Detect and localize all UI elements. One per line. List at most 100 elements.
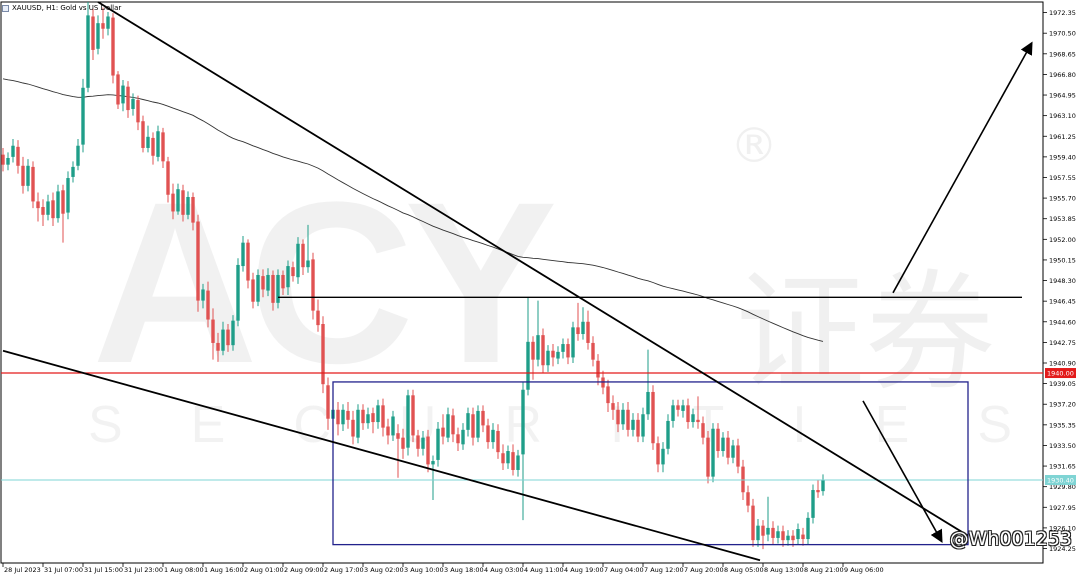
candle-down — [316, 310, 320, 326]
candle-down — [396, 433, 400, 439]
y-tick-label: 1939.05 — [1049, 380, 1076, 388]
candle-down — [136, 100, 140, 123]
candle-down — [16, 146, 20, 166]
candle-up — [76, 145, 80, 166]
bullish-arrow[interactable] — [892, 41, 1033, 294]
candle-up — [796, 529, 800, 540]
chart-symbol-icon — [2, 4, 9, 12]
candle-down — [51, 200, 55, 219]
candle-down — [656, 443, 660, 465]
y-tick-label: 1942.75 — [1049, 339, 1076, 347]
candle-down — [301, 243, 305, 268]
candle-up — [286, 266, 290, 288]
descending-trendline-lower[interactable] — [2, 349, 761, 562]
candle-down — [36, 201, 40, 209]
candle-down — [746, 492, 750, 506]
candle-down — [651, 391, 655, 444]
candle-up — [631, 419, 635, 430]
candle-up — [521, 389, 525, 455]
candle-down — [31, 166, 35, 202]
candle-up — [221, 329, 225, 351]
candle-up — [406, 395, 410, 448]
candle-up — [436, 428, 440, 460]
candle-down — [451, 415, 455, 435]
candle-down — [326, 385, 330, 419]
candle-up — [731, 445, 735, 458]
candle-down — [181, 190, 185, 215]
candle-down — [401, 437, 405, 449]
chart-title-bar: XAUUSD, H1: Gold vs US Dollar — [2, 4, 121, 12]
candle-up — [476, 410, 480, 438]
y-tick-label: 1964.95 — [1049, 92, 1076, 100]
x-tick-label: 3 Aug 02:00 — [364, 566, 404, 574]
candle-down — [586, 321, 590, 343]
candle-down — [191, 196, 195, 223]
candle-down — [816, 490, 820, 493]
price-label-box — [1045, 474, 1076, 485]
candle-up — [86, 15, 90, 88]
candle-up — [516, 455, 520, 470]
candle-down — [246, 242, 250, 281]
candle-down — [216, 342, 220, 351]
x-tick-label: 4 Aug 03:00 — [484, 566, 524, 574]
moving-average-line — [2, 78, 824, 342]
candle-down — [251, 279, 255, 302]
candle-up — [776, 531, 780, 538]
x-tick-label: 8 Aug 05:00 — [724, 566, 764, 574]
y-tick-label: 1950.15 — [1049, 256, 1076, 264]
x-tick-label: 3 Aug 10:00 — [404, 566, 444, 574]
candle-down — [591, 342, 595, 360]
range-box[interactable] — [332, 381, 969, 546]
y-tick-label: 1927.95 — [1049, 504, 1076, 512]
candle-up — [811, 490, 815, 518]
chart-title: XAUUSD, H1: Gold vs US Dollar — [12, 4, 122, 12]
candle-down — [291, 267, 295, 277]
candle-down — [606, 386, 610, 404]
candle-down — [261, 276, 265, 290]
candle-down — [551, 350, 555, 358]
candle-up — [201, 289, 205, 301]
candle-down — [741, 466, 745, 493]
candle-down — [381, 405, 385, 428]
x-tick-label: 9 Aug 06:00 — [844, 566, 884, 574]
y-tick-label: 1929.80 — [1049, 483, 1076, 491]
candle-up — [56, 191, 60, 219]
x-tick-label: 2 Aug 01:00 — [244, 566, 284, 574]
candle-down — [596, 360, 600, 378]
y-tick-label: 1972.35 — [1049, 9, 1076, 17]
candle-up — [641, 414, 645, 437]
candle-up — [446, 414, 450, 438]
candle-up — [296, 243, 300, 278]
x-tick-label: 28 Jul 2023 — [4, 566, 41, 574]
x-tick-label: 31 Jul 07:00 — [44, 566, 83, 574]
candle-up — [546, 350, 550, 366]
candle-up — [491, 429, 495, 443]
descending-trendline-upper[interactable] — [97, 1, 969, 537]
candle-up — [96, 23, 100, 49]
watermark-chinese-text: 证券 — [735, 257, 996, 409]
watermark-logo-text: ACY — [92, 154, 558, 411]
candle-up — [581, 321, 585, 335]
candle-down — [501, 453, 505, 464]
candle-up — [766, 527, 770, 535]
x-tick-label: 31 Jul 23:00 — [124, 566, 163, 574]
candle-up — [786, 535, 790, 541]
candle-down — [41, 207, 45, 215]
y-tick-label: 1955.70 — [1049, 195, 1076, 203]
candle-up — [176, 189, 180, 212]
candle-up — [6, 157, 10, 165]
bearish-arrow[interactable] — [862, 400, 943, 543]
candle-up — [306, 260, 310, 268]
candle-up — [711, 428, 715, 477]
candle-down — [541, 335, 545, 366]
candle-up — [526, 341, 530, 390]
candle-down — [761, 525, 765, 536]
candle-down — [441, 427, 445, 437]
candle-down — [361, 409, 365, 424]
candle-down — [781, 531, 785, 541]
candle-down — [456, 434, 460, 444]
candle-up — [11, 145, 15, 157]
candle-down — [696, 419, 700, 423]
